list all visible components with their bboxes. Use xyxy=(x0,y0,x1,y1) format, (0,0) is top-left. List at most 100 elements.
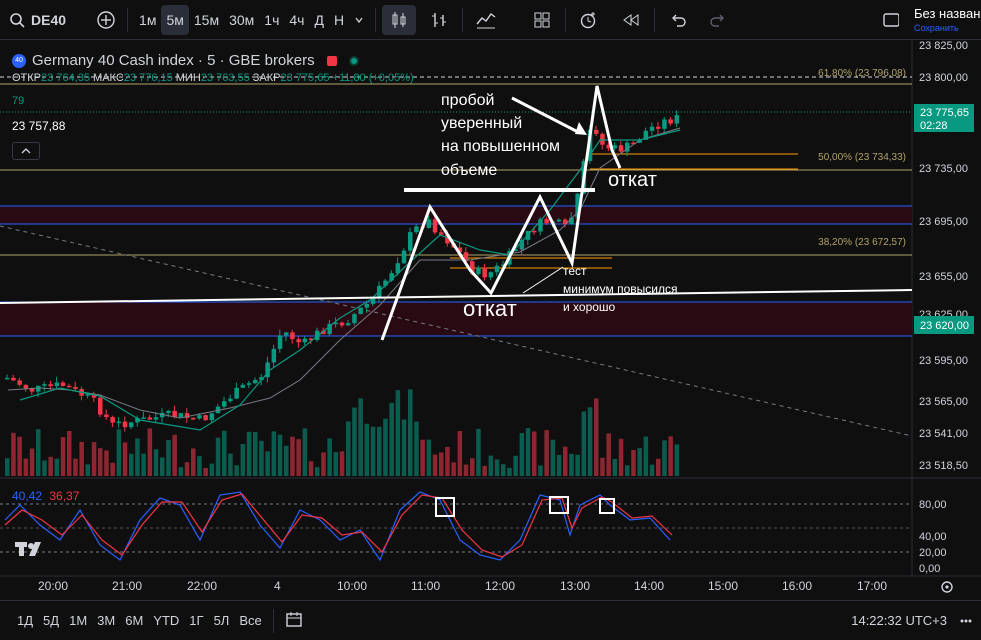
range-5d[interactable]: 5Д xyxy=(43,613,60,628)
volume-bar xyxy=(501,464,506,476)
range-3m[interactable]: 3М xyxy=(97,613,116,628)
volume-bar xyxy=(662,440,667,476)
indicators-button[interactable] xyxy=(469,5,503,35)
volume-bar xyxy=(364,423,370,476)
layout-window-button[interactable] xyxy=(876,5,904,35)
calendar-icon xyxy=(286,612,302,627)
volume-bar xyxy=(321,452,326,476)
layout-name[interactable]: Без назван Сохранить xyxy=(914,6,981,33)
chart-area[interactable]: 61,80% (23 796,08) 50,00% (23 734,33) 38… xyxy=(0,40,981,600)
layout-button[interactable] xyxy=(525,5,559,35)
candle-body xyxy=(383,280,388,286)
candles-button[interactable] xyxy=(382,4,417,35)
candle-body xyxy=(197,415,202,419)
tf-30m[interactable]: 30м xyxy=(229,11,255,28)
tf-dropdown[interactable] xyxy=(349,5,369,35)
volume-bar xyxy=(346,421,351,476)
annotation-breakout-3: на повышенном xyxy=(441,138,560,155)
volume-bar xyxy=(587,407,593,476)
candle-body xyxy=(42,384,47,386)
candle-body xyxy=(91,394,97,398)
volume-bar xyxy=(277,434,283,476)
candle-body xyxy=(389,273,394,281)
stoch-legend[interactable]: 40,42 36,37 xyxy=(12,489,79,503)
candle-body xyxy=(414,226,419,233)
tf-day[interactable]: Д xyxy=(314,11,324,28)
volume-bar xyxy=(401,419,407,476)
candle-body xyxy=(606,144,611,149)
candle-body xyxy=(240,384,246,388)
volume-bar xyxy=(191,448,196,476)
clock-timezone[interactable]: 14:22:32 UTC+3 xyxy=(851,613,947,628)
candle-body xyxy=(395,263,401,274)
volume-bar xyxy=(36,429,41,476)
layout-save-status: Сохранить xyxy=(914,23,959,33)
divider xyxy=(565,7,567,32)
range-1m[interactable]: 1М xyxy=(69,613,88,628)
stoch-tick: 20,00 xyxy=(919,547,947,559)
volume-bar xyxy=(23,458,29,476)
price-chart-svg[interactable]: 61,80% (23 796,08) 50,00% (23 734,33) 38… xyxy=(0,40,981,600)
volume-bar xyxy=(370,426,376,476)
settings-gear-icon[interactable] xyxy=(941,581,953,593)
candle-body xyxy=(265,362,270,378)
tf-5m[interactable]: 5м xyxy=(161,4,189,35)
market-status-icon[interactable] xyxy=(348,55,359,66)
add-symbol-button[interactable] xyxy=(91,5,121,35)
tradingview-logo[interactable] xyxy=(15,540,47,563)
range-ytd[interactable]: YTD xyxy=(153,613,180,628)
candle-body xyxy=(445,234,450,244)
range-all[interactable]: Все xyxy=(239,613,262,628)
ohlc-values: ОТКР23 764,35 МАКС23 776,15 МИН23 763,55… xyxy=(12,72,414,84)
volume-bar xyxy=(60,437,66,476)
range-6m[interactable]: 6М xyxy=(125,613,144,628)
candle-body xyxy=(594,129,599,134)
volume-bar xyxy=(339,451,345,476)
tf-15m[interactable]: 15м xyxy=(193,11,220,28)
low-value: 23 763,55 xyxy=(200,72,250,84)
price-tick: 23 800,00 xyxy=(919,72,968,84)
time-tick: 17:00 xyxy=(857,579,887,593)
volume-bar xyxy=(643,436,649,476)
bottom-options-button[interactable] xyxy=(959,614,973,631)
volume-bar xyxy=(513,455,518,476)
candle-body xyxy=(259,377,264,380)
candle-body xyxy=(674,115,680,124)
tf-week[interactable]: Н xyxy=(333,11,345,28)
bottom-toolbar: 1Д 5Д 1М 3М 6М YTD 1Г 5Л Все 14:22:32 UT… xyxy=(0,600,981,640)
volume-bar xyxy=(674,444,680,476)
volume-bar xyxy=(147,428,153,476)
goto-date-button[interactable] xyxy=(284,609,304,632)
trendline-dashed xyxy=(0,225,913,437)
chart-legend[interactable]: 40 Germany 40 Cash index · 5 · GBE broke… xyxy=(12,52,359,69)
redo-button[interactable] xyxy=(701,5,735,35)
symbol-label: DE40 xyxy=(31,11,67,28)
volume-bar xyxy=(327,438,332,476)
candle-body xyxy=(17,380,22,385)
bars-button[interactable] xyxy=(422,5,456,35)
volume-bar xyxy=(308,461,314,476)
range-1d[interactable]: 1Д xyxy=(17,613,34,628)
replay-button[interactable] xyxy=(614,5,648,35)
volume-bar xyxy=(253,432,258,476)
alert-button[interactable] xyxy=(572,5,606,35)
window-icon xyxy=(883,13,899,27)
flag-icon[interactable] xyxy=(326,55,337,66)
symbol-logo: 40 xyxy=(12,53,26,68)
candle-body xyxy=(308,338,314,341)
collapse-legend-button[interactable] xyxy=(12,142,40,160)
tf-1m[interactable]: 1м xyxy=(139,11,157,28)
volume-bar xyxy=(594,398,599,476)
range-5y[interactable]: 5Л xyxy=(213,613,230,628)
annotation-breakout-2: уверенный xyxy=(441,115,522,132)
candle-body xyxy=(432,219,438,233)
volume-bar xyxy=(184,462,190,476)
tf-1h[interactable]: 1ч xyxy=(264,11,280,28)
range-1y[interactable]: 1Г xyxy=(189,613,204,628)
volume-bar xyxy=(457,431,463,476)
symbol-search[interactable]: DE40 xyxy=(4,5,71,35)
candle-body xyxy=(488,272,494,278)
tf-4h[interactable]: 4ч xyxy=(289,11,305,28)
volume-bar xyxy=(110,462,115,476)
undo-button[interactable] xyxy=(661,5,695,35)
